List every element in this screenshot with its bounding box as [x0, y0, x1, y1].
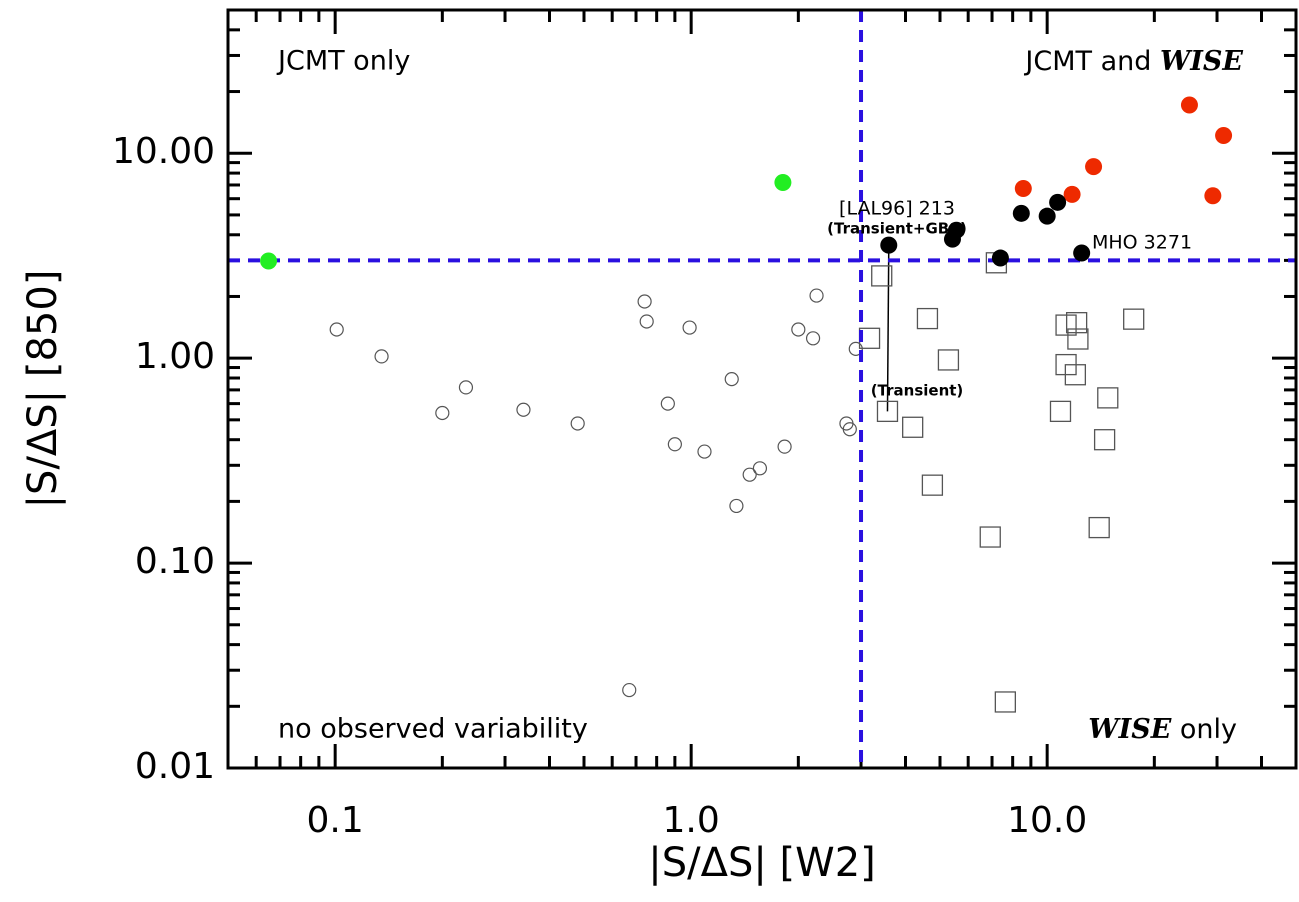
annotation: MHO 3271 [1092, 232, 1192, 254]
quadrant-label: JCMT only [276, 46, 410, 77]
point [991, 249, 1009, 267]
point [570, 416, 585, 431]
point [516, 402, 531, 417]
point [1065, 312, 1088, 334]
plot-frame [226, 8, 1298, 770]
point [639, 314, 654, 329]
point [1085, 158, 1103, 176]
point [1038, 207, 1056, 225]
point [880, 236, 898, 254]
quadrant-label-part: only [1180, 714, 1237, 745]
point [876, 400, 899, 423]
quadrant-label: JCMT and WISE [1023, 46, 1243, 77]
point [374, 349, 389, 364]
point [667, 437, 682, 452]
point [805, 331, 821, 346]
point [1063, 185, 1081, 203]
y-axis-label: |S/ΔS| [850] [20, 270, 66, 509]
point [994, 691, 1016, 713]
connector [886, 245, 890, 412]
x-tick-label: 10.0 [1007, 800, 1087, 841]
point [435, 405, 450, 421]
x-axis-label: |S/ΔS| [W2] [648, 840, 876, 886]
point [842, 422, 857, 437]
point [947, 221, 965, 239]
annotation: (Transient+GBS) [827, 220, 967, 238]
quadrant-label: WISE only [1088, 714, 1237, 745]
point [1049, 400, 1072, 423]
point [1093, 429, 1116, 451]
point [660, 396, 675, 411]
point [742, 467, 757, 482]
point [1067, 328, 1089, 350]
point [682, 320, 697, 335]
point [1204, 187, 1222, 205]
point [622, 682, 637, 698]
point [916, 307, 939, 330]
point [1123, 308, 1145, 330]
quadrant-label: no observed variability [278, 714, 588, 745]
x-tick-label: 0.1 [307, 800, 364, 841]
annotation: [LAL96] 213 [839, 198, 955, 220]
point [637, 294, 652, 309]
point [774, 173, 792, 191]
point [1215, 127, 1233, 145]
point [1049, 193, 1067, 211]
point [902, 416, 924, 438]
point [1180, 96, 1198, 114]
point [1088, 516, 1110, 539]
point [1064, 364, 1087, 386]
y-tick-label: 0.10 [135, 541, 215, 582]
point [791, 322, 806, 337]
point [729, 498, 744, 514]
point [921, 474, 944, 496]
y-tick-label: 1.00 [135, 336, 215, 377]
quadrant-label-part: WISE [1160, 46, 1243, 77]
point [329, 322, 344, 337]
point [809, 288, 824, 303]
point [260, 252, 278, 270]
point [1014, 179, 1032, 197]
x-tick-label: 1.0 [663, 800, 720, 841]
plot-content: 0.1 1.0 10.0 0.01 0.10 1.00 10.00 [112, 10, 1296, 841]
y-tick-label: 10.00 [112, 131, 215, 172]
annotation: (Transient) [871, 382, 964, 400]
quadrant-label-part: WISE [1088, 714, 1171, 745]
quadrant-label-part: JCMT and [1023, 46, 1151, 77]
point [871, 265, 893, 287]
point [937, 349, 960, 371]
point [697, 444, 712, 459]
y-tick-label: 0.01 [135, 746, 215, 787]
point [752, 461, 768, 476]
point [777, 439, 792, 454]
point [724, 372, 739, 387]
point [1097, 387, 1119, 409]
point [1073, 244, 1091, 262]
point [458, 380, 474, 395]
point [979, 526, 1001, 548]
point [1012, 204, 1030, 222]
